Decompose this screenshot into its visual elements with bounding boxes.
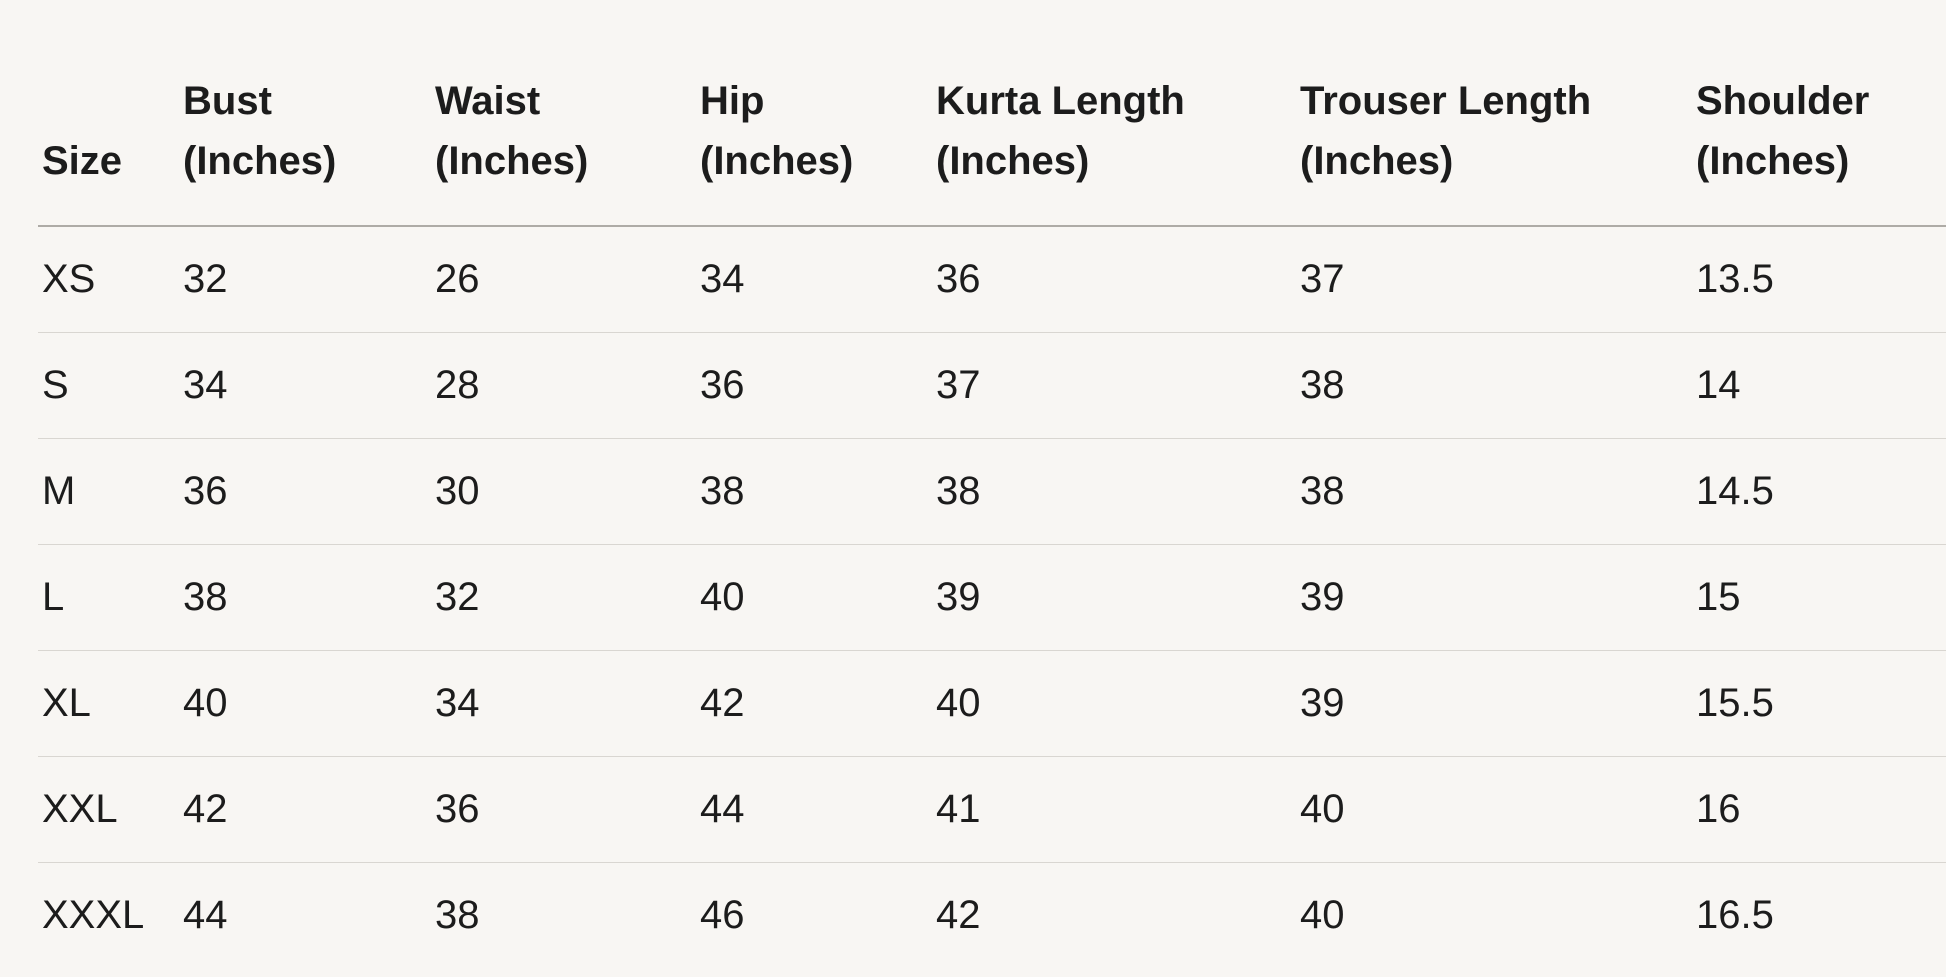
value-cell: 39: [1300, 544, 1696, 651]
value-cell: 42: [936, 893, 981, 937]
value-cell: 38: [435, 893, 480, 937]
column-unit: (Inches): [936, 139, 1090, 183]
value-cell: 36: [700, 332, 936, 439]
value-cell: 40: [1300, 893, 1345, 937]
column-header-trouser-length: Trouser Length (Inches): [1300, 0, 1696, 227]
value-cell: 38: [183, 544, 435, 651]
column-unit: (Inches): [1696, 139, 1850, 183]
table-row: L 38 32 40 39 39 15: [38, 544, 1946, 651]
value-cell: 37: [1300, 226, 1696, 333]
size-cell: S: [38, 332, 183, 439]
value-cell: 38: [1300, 332, 1696, 439]
value-cell: 42: [700, 650, 936, 757]
column-label: Bust: [183, 79, 272, 123]
value-cell: 34: [700, 226, 936, 333]
value-cell: 16.5: [1696, 893, 1774, 937]
column-unit: (Inches): [435, 139, 589, 183]
column-label: Size: [42, 139, 123, 183]
value-cell: 36: [936, 226, 1300, 333]
column-header-kurta-length: Kurta Length (Inches): [936, 0, 1300, 227]
size-cell: XXL: [38, 756, 183, 863]
column-label: Kurta Length: [936, 79, 1185, 123]
value-cell: 44: [700, 756, 936, 863]
table-row: XXL 42 36 44 41 40 16: [38, 756, 1946, 863]
column-header-waist: Waist (Inches): [435, 0, 700, 227]
column-header-shoulder: Shoulder (Inches): [1696, 0, 1946, 227]
column-label: Shoulder: [1696, 79, 1870, 123]
column-unit: (Inches): [700, 139, 854, 183]
value-cell: 38: [936, 438, 1300, 545]
value-cell: 32: [435, 544, 700, 651]
column-header-bust: Bust (Inches): [183, 0, 435, 227]
value-cell: 30: [435, 438, 700, 545]
value-cell: 36: [183, 438, 435, 545]
value-cell: 14: [1696, 332, 1946, 439]
value-cell: 40: [183, 650, 435, 757]
table-row: XS 32 26 34 36 37 13.5: [38, 226, 1946, 333]
value-cell: 37: [936, 332, 1300, 439]
size-cell: M: [38, 438, 183, 545]
size-chart-table: Size Bust (Inches) Waist (Inches) Hip (Inch…: [38, 0, 1946, 968]
table-header: Size Bust (Inches) Waist (Inches) Hip (Inch…: [38, 0, 1946, 227]
table-body: XS 32 26 34 36 37 13.5 S 34 28 36 37 38 …: [38, 226, 1946, 968]
column-unit: (Inches): [183, 139, 337, 183]
value-cell: 39: [1300, 650, 1696, 757]
column-label: Waist: [435, 79, 541, 123]
value-cell: 46: [700, 893, 745, 937]
value-cell: 34: [183, 332, 435, 439]
value-cell: 39: [936, 544, 1300, 651]
column-label: Trouser Length: [1300, 79, 1592, 123]
column-unit: (Inches): [1300, 139, 1454, 183]
header-row: Size Bust (Inches) Waist (Inches) Hip (Inch…: [38, 0, 1946, 227]
value-cell: 40: [1300, 756, 1696, 863]
value-cell: 16: [1696, 756, 1946, 863]
value-cell: 15: [1696, 544, 1946, 651]
value-cell: 14.5: [1696, 438, 1946, 545]
value-cell: 42: [183, 756, 435, 863]
column-header-hip: Hip (Inches): [700, 0, 936, 227]
size-cell: XL: [38, 650, 183, 757]
value-cell: 32: [183, 226, 435, 333]
value-cell: 36: [435, 756, 700, 863]
table-row: S 34 28 36 37 38 14: [38, 332, 1946, 439]
value-cell: 28: [435, 332, 700, 439]
value-cell: 13.5: [1696, 226, 1946, 333]
value-cell: 34: [435, 650, 700, 757]
table-row: M 36 30 38 38 38 14.5: [38, 438, 1946, 545]
table-row: XL 40 34 42 40 39 15.5: [38, 650, 1946, 757]
column-header-size: Size: [38, 0, 183, 227]
value-cell: 40: [936, 650, 1300, 757]
size-cell: L: [38, 544, 183, 651]
column-label: Hip: [700, 79, 765, 123]
value-cell: 15.5: [1696, 650, 1946, 757]
value-cell: 41: [936, 756, 1300, 863]
value-cell: 26: [435, 226, 700, 333]
value-cell: 40: [700, 544, 936, 651]
size-cell: XXXL: [42, 893, 145, 937]
size-cell: XS: [38, 226, 183, 333]
value-cell: 38: [700, 438, 936, 545]
value-cell: 38: [1300, 438, 1696, 545]
value-cell: 44: [183, 893, 228, 937]
table-row: XXXL 44 38 46 42 40 16.5: [38, 863, 1946, 969]
